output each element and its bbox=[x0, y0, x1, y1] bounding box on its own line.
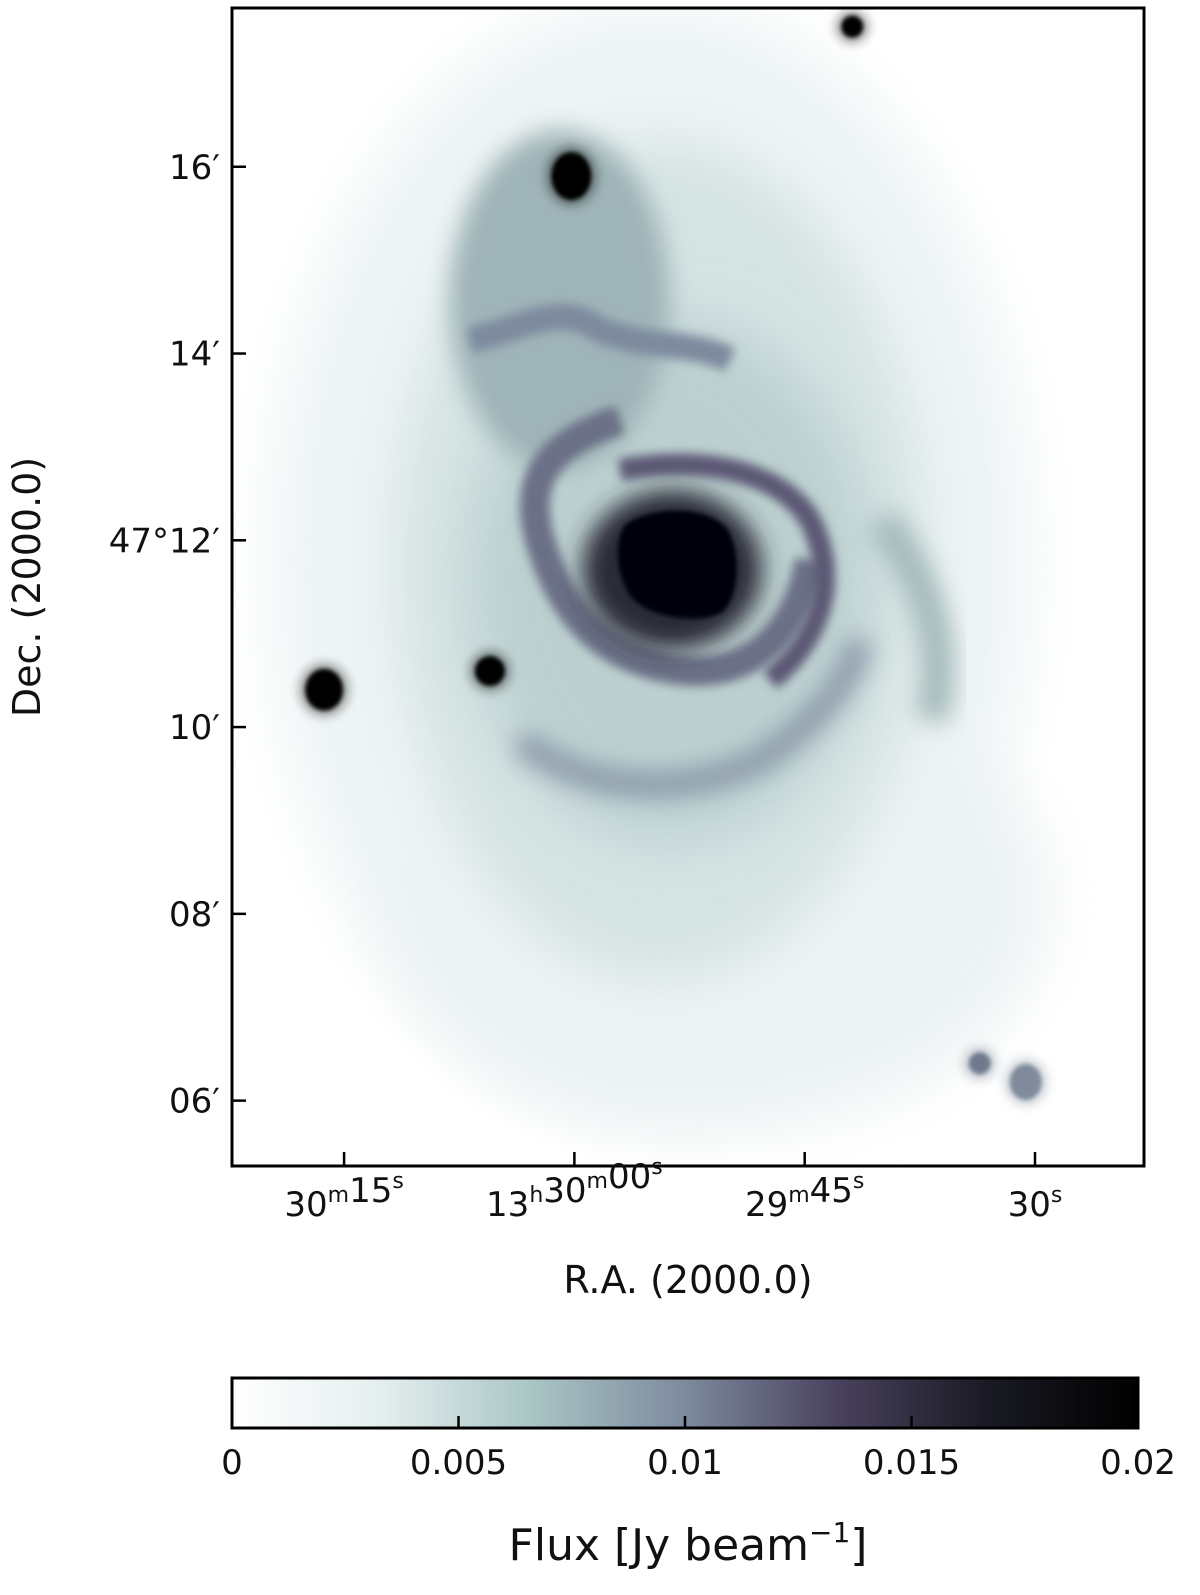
point-sources bbox=[299, 9, 1048, 1106]
outer-west-arm bbox=[866, 509, 955, 726]
west-arm bbox=[617, 453, 835, 689]
nucleus-core bbox=[617, 510, 737, 619]
source-top bbox=[841, 15, 864, 38]
colorbar-title: Flux [Jy beam−1] bbox=[509, 1516, 868, 1571]
y-tick-label: 06′ bbox=[169, 1082, 220, 1122]
colorbar-tick-label: 0 bbox=[221, 1443, 243, 1483]
x-tick-label: 13h30m00s bbox=[486, 1155, 663, 1225]
source-south-east-2 bbox=[1009, 1063, 1042, 1100]
colorbar-tick-label: 0.015 bbox=[863, 1443, 960, 1483]
source-west-1 bbox=[305, 668, 344, 711]
y-tick-label: 14′ bbox=[169, 335, 220, 375]
flux-map bbox=[230, 6, 1146, 1168]
north-arm-region bbox=[450, 130, 670, 470]
east-arm bbox=[519, 405, 825, 687]
y-tick-label: 10′ bbox=[169, 708, 220, 748]
x-tick-label: 29m45s bbox=[745, 1169, 864, 1225]
colorbar-ticks: 0 0.005 0.01 0.015 0.02 bbox=[221, 1416, 1176, 1483]
companion-north bbox=[551, 152, 592, 201]
y-tick-label: 08′ bbox=[169, 895, 220, 935]
plot-frame bbox=[230, 6, 1146, 1168]
south-arm bbox=[511, 636, 873, 798]
y-tick-label: 47°12′ bbox=[109, 521, 220, 561]
source-west-2 bbox=[474, 656, 505, 687]
y-tick-label: 16′ bbox=[169, 148, 220, 188]
north-arm-knots bbox=[467, 304, 736, 372]
source-south-east-1 bbox=[968, 1052, 991, 1075]
x-axis-title: R.A. (2000.0) bbox=[563, 1258, 812, 1302]
x-tick-label: 30m15s bbox=[284, 1169, 403, 1225]
colorbar-tick-label: 0.02 bbox=[1100, 1443, 1176, 1483]
colorbar-tick-label: 0.01 bbox=[647, 1443, 723, 1483]
x-axis: 30m15s 13h30m00s 29m45s 30s bbox=[284, 1152, 1062, 1225]
colorbar: 0 0.005 0.01 0.015 0.02 Flux [Jy beam−1] bbox=[221, 1376, 1176, 1571]
x-tick-label: 30s bbox=[1008, 1183, 1063, 1225]
y-axis-title: Dec. (2000.0) bbox=[5, 457, 49, 717]
colorbar-tick-label: 0.005 bbox=[410, 1443, 507, 1483]
y-axis: 16′ 14′ 47°12′ 10′ 08′ 06′ bbox=[109, 148, 246, 1122]
